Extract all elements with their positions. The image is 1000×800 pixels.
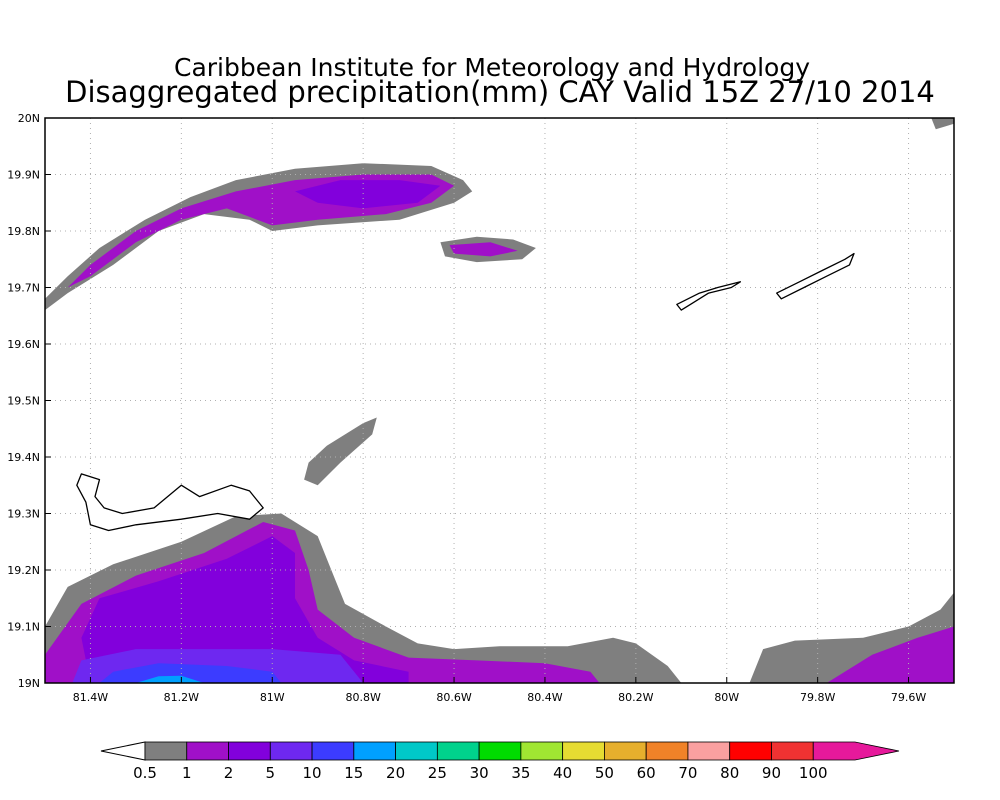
colorbar-label: 10 [303,764,322,782]
y-tick-label: 19.5N [7,395,40,408]
colorbar-label: 70 [678,764,697,782]
colorbar-swatch [186,741,229,761]
colorbar-label: 80 [720,764,739,782]
colorbar-swatch [562,741,605,761]
precip-region-5 [304,417,377,486]
colorbar-swatch [604,741,647,761]
y-tick-label: 20N [18,112,40,125]
precip-region-11 [135,675,205,683]
precipitation-regions [45,118,954,683]
figure-title: Caribbean Institute for Meteorology and … [174,53,810,82]
x-tick-label: 80.6W [436,691,471,704]
colorbar-swatch [353,741,396,761]
x-tick-label: 80.2W [618,691,653,704]
colorbar-label: 1 [182,764,192,782]
colorbar-swatch [311,741,355,761]
colorbar-swatch [687,741,731,761]
colorbar-label: 2 [224,764,234,782]
x-tick-label: 81.4W [73,691,108,704]
figure-subtitle: Disaggregated precipitation(mm) CAY Vali… [65,75,935,109]
colorbar-label: 50 [595,764,614,782]
x-tick-label: 80W [714,691,739,704]
x-tick-label: 80.4W [527,691,562,704]
y-tick-label: 19.8N [7,225,40,238]
colorbar-label: 40 [553,764,572,782]
colorbar-label: 35 [511,764,530,782]
little-cayman-island [676,281,742,311]
colorbar-label: 100 [799,764,828,782]
colorbar-label: 90 [762,764,781,782]
y-tick-label: 19.9N [7,169,40,182]
precip-region-4 [449,242,518,257]
y-tick-label: 19.4N [7,451,40,464]
x-tick-label: 80.8W [345,691,380,704]
y-tick-label: 19.3N [7,508,40,521]
y-axis-ticks: 19N 19.1N 19.2N 19.3N 19.4N 19.5N 19.6N 19.7N 19… [7,112,51,690]
x-tick-label: 81W [260,691,285,704]
colorbar-swatch [395,741,438,761]
colorbar-min-arrow [100,741,146,761]
y-tick-label: 19.1N [7,621,40,634]
colorbar-swatch [228,741,271,761]
colorbar-label: 30 [470,764,489,782]
colorbar-swatch [812,741,900,761]
colorbar-label: 0.5 [133,764,157,782]
grid-lines [45,117,954,684]
x-tick-label: 81.2W [164,691,199,704]
colorbar-swatch [478,741,522,761]
colorbar-label: 20 [386,764,405,782]
colorbar-swatch [144,741,188,761]
colorbar-swatch [520,741,564,761]
colorbar-swatch [771,741,814,761]
colorbar-swatch [645,741,689,761]
colorbar-label: 5 [266,764,276,782]
islands [76,252,855,532]
cayman-brac-island [776,252,855,300]
y-tick-label: 19N [18,677,40,690]
x-axis-ticks: 81.4W 81.2W 81W 80.8W 80.6W 80.4W 80.2W 80W 79.8… [73,677,926,704]
colorbar-label: 25 [428,764,447,782]
x-tick-label: 79.8W [800,691,835,704]
colorbar-swatch [729,741,772,761]
precip-region-13 [826,626,954,683]
y-tick-label: 19.2N [7,564,40,577]
colorbar-label: 15 [344,764,363,782]
precip-region-2 [295,180,441,209]
colorbar-swatch [269,741,313,761]
precip-region-10 [99,663,282,683]
precip-region-8 [81,536,409,683]
precip-region-14 [931,118,954,130]
grand-cayman-island [76,473,264,532]
y-tick-label: 19.6N [7,338,40,351]
y-tick-label: 19.7N [7,282,40,295]
colorbar-label: 60 [637,764,656,782]
colorbar-swatch [436,741,480,761]
colorbar-legend: 0.5 1 2 5 10 15 20 25 30 35 40 50 60 70 80 90 100 [100,741,900,782]
x-tick-label: 79.6W [891,691,926,704]
